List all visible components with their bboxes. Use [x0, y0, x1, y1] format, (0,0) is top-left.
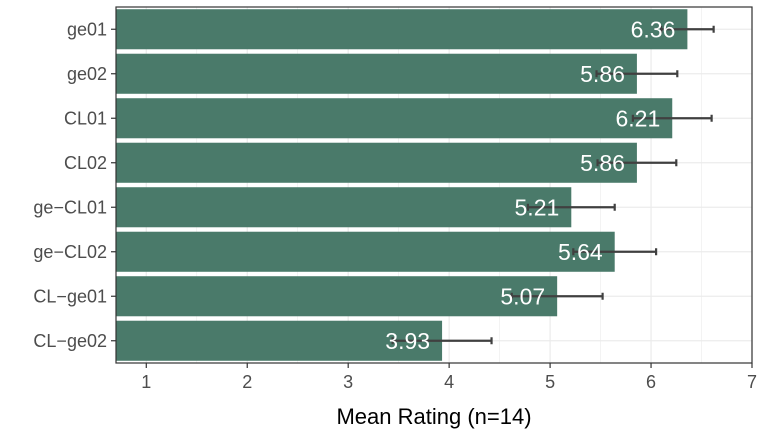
error-bar-6: [572, 248, 658, 256]
error-bar-7: [510, 292, 604, 300]
value-label-6: 5.64: [558, 239, 603, 265]
panel-border: [115, 6, 753, 364]
error-bars: [391, 25, 715, 345]
error-bar-8: [391, 337, 493, 345]
x-axis: 1 2 3 4 5 6 7: [141, 363, 757, 392]
y-tick-label-5: ge−CL01: [33, 197, 107, 217]
x-axis-title: Mean Rating (n=14): [336, 404, 531, 429]
value-label-3: 6.21: [615, 105, 660, 131]
error-bar-5: [526, 203, 616, 211]
bar-3: [116, 98, 673, 139]
error-bar-4: [596, 159, 678, 167]
value-label-2: 5.86: [580, 61, 625, 87]
y-tick-label-2: ge02: [67, 64, 107, 84]
bar-7: [116, 276, 558, 317]
y-tick-label-3: CL01: [64, 108, 107, 128]
y-tick-label-8: CL−ge02: [33, 331, 107, 351]
error-bar-3: [631, 114, 713, 122]
y-tick-label-6: ge−CL02: [33, 242, 107, 262]
y-tick-label-1: ge01: [67, 19, 107, 39]
y-axis: ge01 ge02 CL01 CL02 ge−CL01 ge−CL02 CL−ge01 CL−…: [33, 19, 116, 351]
panel-frame: [115, 6, 753, 364]
bar-2: [116, 53, 637, 94]
value-label-5: 5.21: [515, 194, 560, 220]
value-label-8: 3.93: [385, 328, 430, 354]
x-tick-label-7: 7: [747, 372, 757, 392]
bar-5: [116, 187, 572, 228]
x-tick-label-2: 2: [242, 372, 252, 392]
x-tick-label-4: 4: [444, 372, 454, 392]
x-tick-label-6: 6: [646, 372, 656, 392]
x-tick-label-5: 5: [545, 372, 555, 392]
y-tick-label-7: CL−ge01: [33, 286, 107, 306]
value-label-4: 5.86: [580, 150, 625, 176]
x-tick-label-1: 1: [141, 372, 151, 392]
value-label-7: 5.07: [500, 283, 545, 309]
bar-1: [116, 9, 688, 50]
x-tick-label-3: 3: [343, 372, 353, 392]
value-label-1: 6.36: [631, 16, 676, 42]
bar-4: [116, 142, 637, 183]
error-bar-1: [660, 25, 715, 33]
value-labels: 6.365.866.215.865.215.645.073.93: [385, 16, 675, 354]
y-tick-label-4: CL02: [64, 153, 107, 173]
bars: [116, 9, 688, 361]
bar-8: [116, 320, 443, 361]
error-bar-2: [595, 70, 679, 78]
bar-6: [116, 231, 615, 272]
